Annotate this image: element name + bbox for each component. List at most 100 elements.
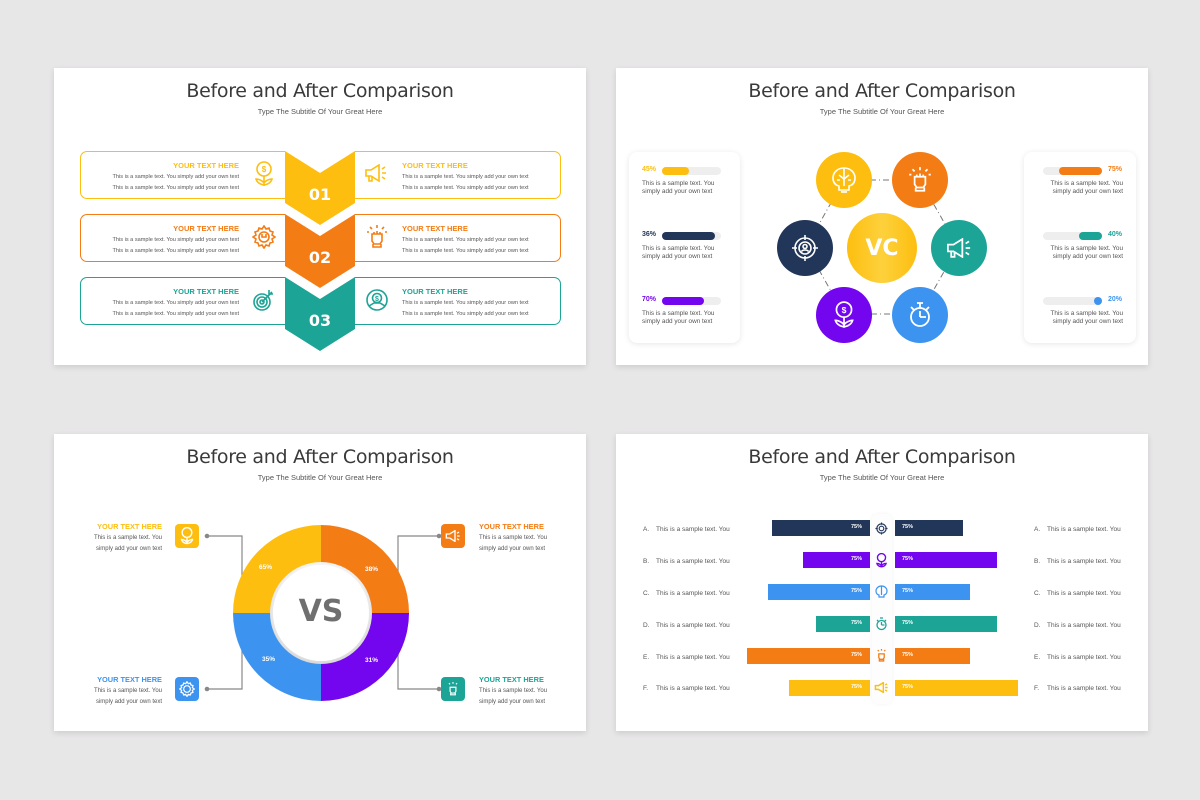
progress-3-text-1: This is a sample text. You	[642, 310, 715, 317]
slide-subtitle: Type The Subtitle Of Your Great Here	[819, 107, 945, 116]
center-vc-label: VC	[865, 235, 899, 261]
progress-2-track	[662, 232, 721, 240]
brain-bulb-icon	[832, 167, 856, 193]
row-a-letter-left: A.	[643, 526, 650, 533]
slide-vc-circles[interactable]: Before and After Comparison Type The Sub…	[616, 68, 1148, 365]
segment-label-35: 35%	[262, 656, 276, 663]
left-progress-card: 45% This is a sample text. You simply ad…	[629, 152, 740, 343]
row-f-after-bar: 75%	[895, 680, 1018, 696]
row-e-letter-right: E.	[1034, 654, 1041, 661]
bl-icon-box	[175, 677, 199, 701]
row-3-left-box	[80, 277, 285, 325]
row-2-right-box	[355, 214, 561, 262]
row-e-after-bar: 75%	[895, 648, 970, 664]
segment-label-31: 31%	[365, 657, 379, 664]
row-c-letter-right: C.	[1034, 590, 1041, 597]
slide-title: Before and After Comparison	[748, 446, 1016, 468]
progress-2-fill	[662, 232, 715, 240]
row-2-right-text-2: This is a sample text. You simply add yo…	[402, 248, 529, 254]
progress-5-fill	[1079, 232, 1102, 240]
row-d-after-bar: 75%	[895, 616, 997, 632]
progress-4-text-1: This is a sample text. You	[1050, 180, 1123, 187]
fist-icon	[367, 225, 387, 248]
progress-5-percent: 40%	[1108, 231, 1123, 238]
chevron-03-number: 03	[308, 311, 332, 330]
row-1-left-heading: YOUR TEXT HERE	[173, 161, 239, 170]
megaphone-icon	[445, 530, 460, 542]
row-3-right-box	[355, 277, 561, 325]
row-2-left-text-2: This is a sample text. You simply add yo…	[112, 248, 239, 254]
right-progress-card: 75% This is a sample text. You simply ad…	[1024, 152, 1136, 343]
tl-heading: YOUR TEXT HERE	[97, 522, 162, 531]
svg-text:$: $	[262, 165, 267, 174]
icon-column	[872, 514, 892, 704]
progress-6-fill	[1094, 297, 1102, 305]
circle-megaphone	[931, 220, 987, 276]
row-e-text-left: This is a sample text. You	[656, 654, 730, 661]
slide-title: Before and After Comparison	[186, 80, 454, 102]
progress-4-text-2: simply add your own text	[1052, 188, 1123, 195]
row-b-text-left: This is a sample text. You	[656, 558, 730, 565]
tl-text-1: This is a sample text. You	[93, 535, 162, 541]
row-c-before-bar: 75%	[768, 584, 870, 600]
circle-money-plant: $	[816, 287, 872, 343]
money-plant-icon: $	[255, 161, 273, 186]
progress-1-fill	[662, 167, 689, 175]
slide-butterfly-bars[interactable]: Before and After Comparison Type The Sub…	[616, 434, 1148, 731]
progress-3-percent: 70%	[642, 296, 657, 303]
row-d-text-right: This is a sample text. You	[1047, 622, 1121, 629]
row-a-letter-right: A.	[1034, 526, 1041, 533]
row-3-right-text-1: This is a sample text. You simply add yo…	[402, 300, 529, 306]
row-d-text-left: This is a sample text. You	[656, 622, 730, 629]
vs-donut-chart	[233, 525, 409, 701]
row-c-letter-left: C.	[643, 590, 650, 597]
row-f-text-right: This is a sample text. You	[1047, 685, 1121, 692]
row-2-right-text-1: This is a sample text. You simply add yo…	[402, 237, 529, 243]
progress-5-text-2: simply add your own text	[1052, 253, 1123, 260]
row-e-text-right: This is a sample text. You	[1047, 654, 1121, 661]
svg-text:$: $	[375, 296, 379, 303]
row-f-letter-left: F.	[643, 685, 649, 692]
slide-vs-donut[interactable]: Before and After Comparison Type The Sub…	[54, 434, 586, 731]
bl-text-2: simply add your own text	[95, 699, 162, 705]
chevron-03	[285, 277, 355, 351]
progress-6-track	[1043, 297, 1102, 305]
circle-fist	[892, 152, 948, 208]
slide-subtitle: Type The Subtitle Of Your Great Here	[819, 473, 945, 482]
tl-icon-box	[175, 524, 199, 548]
row-f-text-left: This is a sample text. You	[656, 685, 730, 692]
slide-chevron-comparison[interactable]: Before and After Comparison Type The Sub…	[54, 68, 586, 365]
row-f-letter-right: F.	[1034, 685, 1040, 692]
row-a-text-right: This is a sample text. You	[1047, 526, 1121, 533]
row-b-letter-left: B.	[643, 558, 650, 565]
row-3-right-heading: YOUR TEXT HERE	[402, 287, 468, 296]
megaphone-icon	[947, 238, 971, 258]
slide-title: Before and After Comparison	[186, 446, 454, 468]
progress-4-fill	[1059, 167, 1102, 175]
row-a-after-bar: 75%	[895, 520, 963, 536]
bl-heading: YOUR TEXT HERE	[97, 675, 162, 684]
slide-subtitle: Type The Subtitle Of Your Great Here	[257, 107, 383, 116]
megaphone-icon	[365, 164, 386, 182]
hand-coin-icon: $	[366, 289, 388, 311]
fist-icon	[448, 682, 458, 696]
progress-6-percent: 20%	[1108, 296, 1123, 303]
row-2-right-heading: YOUR TEXT HERE	[402, 224, 468, 233]
row-1-right-text-1: This is a sample text. You simply add yo…	[402, 174, 529, 180]
row-b-letter-right: B.	[1034, 558, 1041, 565]
money-plant-icon	[876, 553, 887, 568]
row-2-left-text-1: This is a sample text. You simply add yo…	[112, 237, 239, 243]
center-vc-circle: VC	[847, 213, 917, 283]
svg-text:$: $	[842, 305, 847, 315]
slide-title: Before and After Comparison	[748, 80, 1016, 102]
progress-3-track	[662, 297, 721, 305]
row-d-before-bar: 75%	[816, 616, 870, 632]
progress-6-text-2: simply add your own text	[1052, 318, 1123, 325]
row-2-left-heading: YOUR TEXT HERE	[173, 224, 239, 233]
row-b-text-right: This is a sample text. You	[1047, 558, 1121, 565]
row-c-after-bar: 75%	[895, 584, 970, 600]
money-plant-icon: $	[834, 301, 854, 328]
row-d-letter-left: D.	[643, 622, 650, 629]
chevron-01-number: 01	[308, 185, 332, 204]
br-text-1: This is a sample text. You	[479, 688, 548, 694]
